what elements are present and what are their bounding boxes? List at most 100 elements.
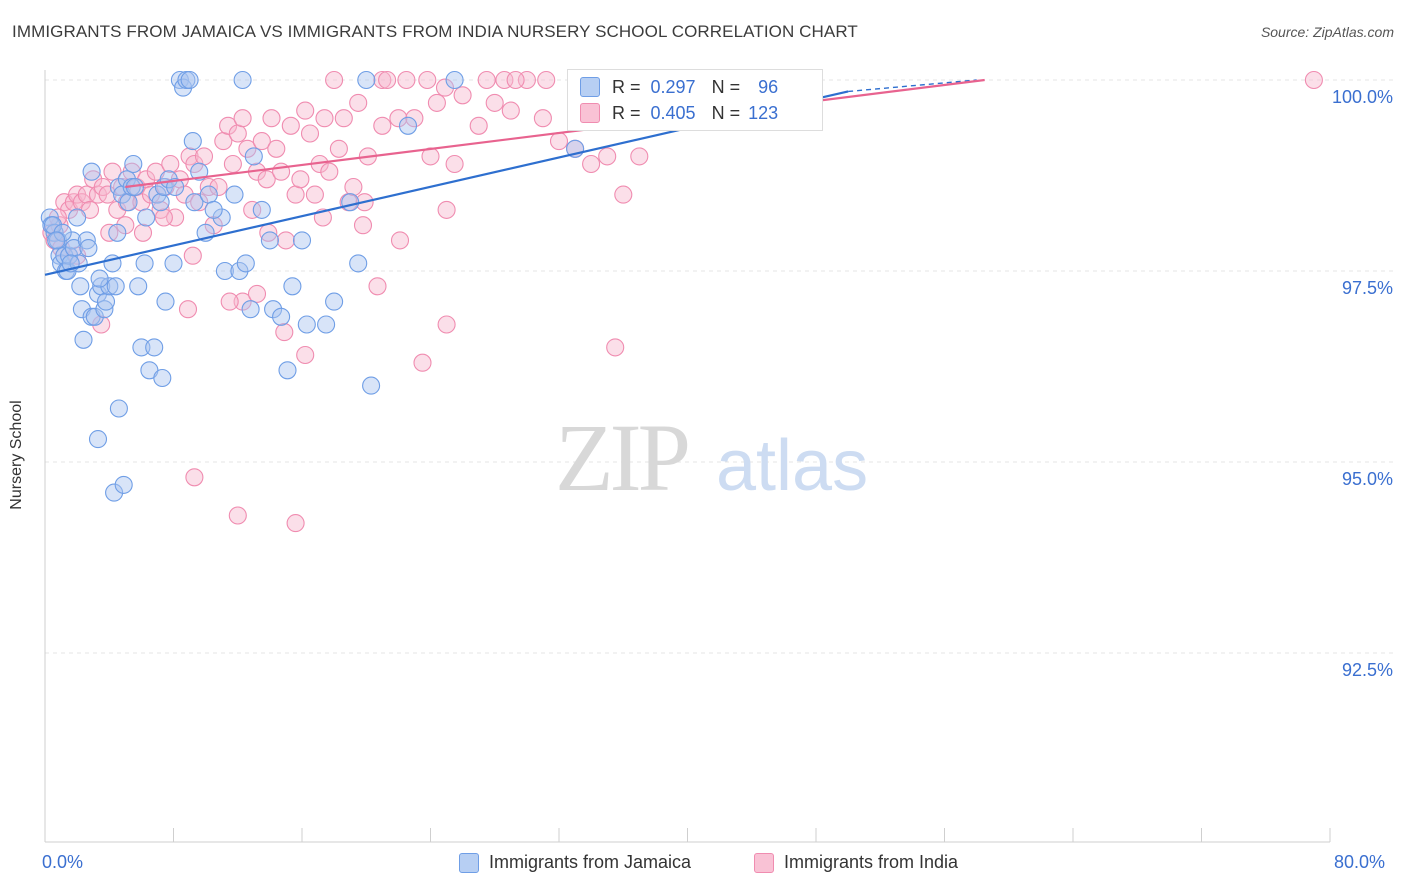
- chart-title: IMMIGRANTS FROM JAMAICA VS IMMIGRANTS FR…: [12, 22, 858, 41]
- point-jamaica: [74, 330, 93, 349]
- point-india: [103, 162, 122, 181]
- point-india: [469, 116, 488, 135]
- point-jamaica: [105, 483, 124, 502]
- point-india: [334, 109, 353, 128]
- point-jamaica: [236, 254, 255, 273]
- point-jamaica: [185, 193, 204, 212]
- point-india: [477, 70, 496, 90]
- point-jamaica: [95, 300, 114, 319]
- point-india: [183, 246, 202, 265]
- point-india: [501, 101, 520, 120]
- point-india: [199, 177, 218, 197]
- point-india: [154, 208, 173, 227]
- point-jamaica: [241, 300, 260, 319]
- point-india: [286, 514, 305, 533]
- point-india: [305, 185, 324, 204]
- legend-item-india[interactable]: Immigrants from India: [754, 852, 958, 873]
- point-jamaica: [137, 208, 156, 227]
- point-jamaica: [204, 200, 223, 219]
- point-jamaica: [151, 193, 170, 212]
- point-jamaica: [43, 216, 63, 235]
- point-india: [175, 185, 194, 204]
- legend-item-jamaica[interactable]: Immigrants from Jamaica: [459, 852, 691, 873]
- point-india: [185, 468, 204, 487]
- point-jamaica: [156, 292, 175, 311]
- point-jamaica: [106, 277, 125, 296]
- point-india: [549, 132, 569, 151]
- point-india: [533, 109, 552, 128]
- point-jamaica: [317, 315, 336, 334]
- point-india: [325, 70, 344, 90]
- point-india: [275, 323, 294, 342]
- legend-swatch-india: [580, 103, 600, 123]
- point-jamaica: [47, 231, 66, 250]
- point-india: [233, 109, 252, 128]
- point-india: [405, 109, 424, 128]
- point-india: [219, 116, 238, 135]
- point-india: [315, 109, 334, 128]
- point-india: [418, 70, 437, 90]
- point-jamaica: [109, 399, 128, 418]
- point-india: [614, 185, 633, 204]
- india-points: [42, 70, 1323, 533]
- point-jamaica: [135, 254, 154, 273]
- point-jamaica: [230, 261, 249, 281]
- point-india: [437, 200, 456, 219]
- legend-r-value: 0.297: [650, 76, 696, 97]
- point-jamaica: [272, 307, 291, 326]
- point-india: [445, 154, 464, 174]
- point-india: [353, 216, 373, 235]
- point-india: [300, 124, 320, 143]
- legend-r-label: R =: [612, 102, 641, 123]
- legend-n-value: 96: [758, 76, 779, 97]
- point-jamaica: [190, 162, 209, 181]
- source-label: Source: ZipAtlas.com: [1260, 24, 1394, 40]
- point-india: [485, 93, 504, 112]
- y-tick-label: 97.5%: [1342, 278, 1393, 298]
- point-jamaica: [85, 307, 104, 326]
- point-jamaica: [166, 177, 185, 197]
- point-india: [194, 147, 214, 166]
- point-jamaica: [292, 231, 312, 250]
- point-india: [427, 93, 446, 112]
- point-jamaica: [108, 223, 127, 242]
- point-india: [630, 147, 649, 166]
- point-india: [262, 109, 281, 128]
- point-india: [506, 70, 525, 90]
- legend-row-india: R = 0.405 N = 123: [580, 101, 784, 125]
- point-jamaica: [349, 254, 368, 273]
- watermark-atlas: atlas: [716, 426, 868, 506]
- point-india: [390, 231, 410, 250]
- point-jamaica: [68, 208, 87, 227]
- point-india: [291, 170, 310, 189]
- point-india: [281, 116, 300, 135]
- point-india: [286, 185, 305, 204]
- point-india: [276, 231, 295, 250]
- point-jamaica: [357, 70, 376, 90]
- x-tick-min: 0.0%: [42, 852, 84, 872]
- legend-r-label: R =: [612, 76, 641, 97]
- point-jamaica: [90, 269, 109, 288]
- legend-n-value: 123: [748, 102, 779, 123]
- point-jamaica: [180, 70, 199, 90]
- point-india: [397, 70, 416, 90]
- point-jamaica: [445, 70, 464, 90]
- point-india: [582, 154, 601, 174]
- point-india: [368, 277, 387, 296]
- point-india: [329, 139, 348, 158]
- point-jamaica: [283, 277, 302, 296]
- point-india: [296, 101, 315, 120]
- trend-line-jamaica-extension: [848, 79, 977, 93]
- legend-n-label: N =: [711, 76, 741, 97]
- watermark-zip: ZIP: [555, 404, 688, 511]
- point-jamaica: [215, 261, 234, 281]
- point-jamaica: [96, 292, 116, 311]
- point-jamaica: [341, 193, 360, 212]
- trend-line-india: [125, 78, 985, 189]
- point-jamaica: [244, 147, 263, 166]
- point-jamaica: [129, 277, 148, 296]
- point-jamaica: [79, 239, 98, 258]
- point-india: [320, 162, 339, 181]
- point-jamaica: [225, 185, 244, 204]
